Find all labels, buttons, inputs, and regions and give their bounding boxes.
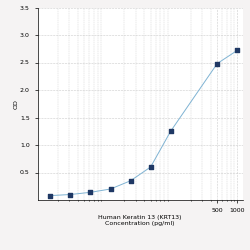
Point (235, 48, 239, 52)
Point (88, 190, 92, 194)
Point (48, 194, 52, 198)
Point (169, 129, 173, 133)
Point (148, 165, 152, 169)
Point (68, 192, 72, 196)
Point (128, 179, 132, 183)
Y-axis label: OD: OD (14, 99, 18, 109)
Point (215, 62, 219, 66)
X-axis label: Human Keratin 13 (KRT13)
Concentration (pg/ml): Human Keratin 13 (KRT13) Concentration (… (98, 216, 182, 226)
Point (108, 187, 112, 191)
